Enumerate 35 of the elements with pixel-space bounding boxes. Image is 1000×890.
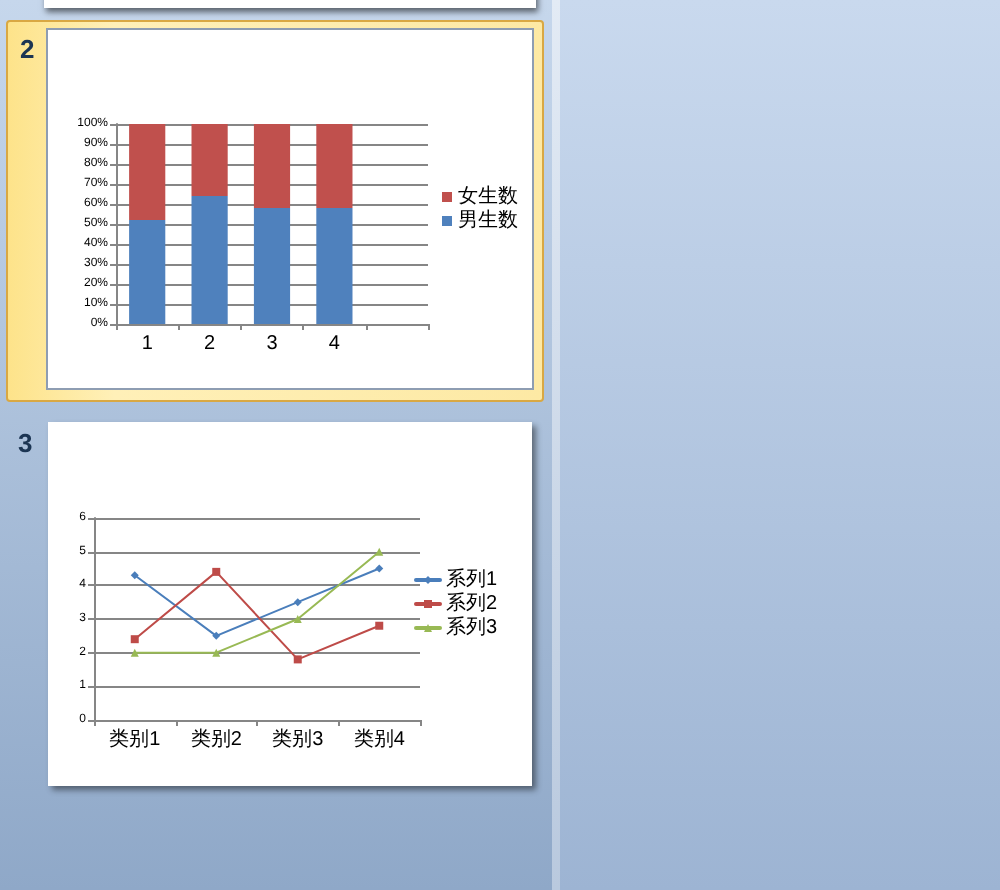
x-tick-label: 4 xyxy=(328,333,341,355)
x-tick-label: 类别4 xyxy=(353,727,406,751)
bar xyxy=(316,208,353,324)
bar xyxy=(253,208,291,324)
point xyxy=(293,655,302,664)
legend-label: 男生数 xyxy=(458,208,518,232)
bar xyxy=(253,124,291,208)
point xyxy=(212,631,221,640)
x-tick-label: 类别1 xyxy=(109,727,162,751)
point xyxy=(212,648,221,657)
point xyxy=(375,564,384,573)
point xyxy=(130,648,139,657)
point xyxy=(293,615,302,623)
x-tick-label: 2 xyxy=(204,333,217,355)
point xyxy=(212,567,221,576)
legend-label: 女生数 xyxy=(458,184,518,208)
point xyxy=(130,571,139,580)
point xyxy=(375,621,384,630)
x-tick-label: 1 xyxy=(141,333,154,355)
bar xyxy=(191,124,228,196)
point xyxy=(375,547,384,556)
bar xyxy=(316,124,353,208)
bar xyxy=(129,220,166,324)
legend-label: 系列2 xyxy=(446,591,498,615)
text: 2 xyxy=(20,34,35,64)
point xyxy=(130,635,139,644)
bar xyxy=(191,196,228,324)
legend-label: 系列1 xyxy=(446,567,498,591)
point xyxy=(293,598,302,607)
x-tick-label: 3 xyxy=(266,333,279,355)
bar xyxy=(129,124,166,220)
legend-label: 系列3 xyxy=(446,615,498,639)
x-tick-label: 类别3 xyxy=(272,727,325,751)
x-tick-label: 类别2 xyxy=(190,727,243,751)
text: 3 xyxy=(18,428,33,458)
